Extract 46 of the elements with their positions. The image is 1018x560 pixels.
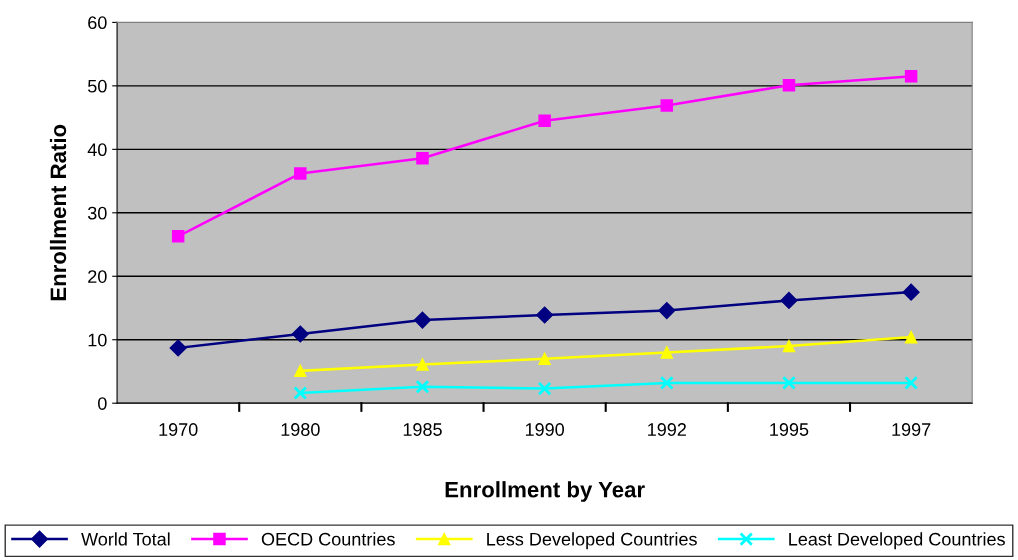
point — [538, 352, 551, 366]
point — [291, 325, 309, 343]
point — [294, 167, 307, 180]
y-tick-label: 50 — [87, 79, 107, 93]
point — [904, 330, 918, 344]
point — [416, 358, 429, 371]
x-tick-label: 1995 — [770, 423, 809, 436]
y-axis-title: Enrollment Ratio — [49, 124, 67, 301]
point — [169, 339, 187, 357]
point — [293, 386, 308, 400]
legend-label: Less Developed Countries — [487, 532, 697, 550]
point — [660, 99, 674, 112]
point — [413, 311, 432, 329]
x-tick-label: 1992 — [648, 423, 686, 436]
point — [658, 301, 676, 320]
point — [904, 70, 918, 83]
point — [782, 375, 796, 390]
point — [780, 291, 798, 309]
point — [782, 78, 796, 92]
x-tick-label: 1980 — [281, 423, 320, 436]
point — [415, 379, 430, 394]
y-tick-label: 20 — [88, 270, 107, 283]
point — [416, 151, 429, 165]
point — [904, 375, 919, 390]
y-tick-label: 30 — [87, 206, 107, 220]
point — [171, 230, 185, 243]
y-tick-label: 10 — [88, 333, 107, 347]
y-tick-label: 60 — [88, 16, 107, 30]
x-tick-label: 1970 — [159, 423, 198, 436]
point — [659, 375, 674, 390]
point — [902, 283, 920, 301]
point — [294, 364, 307, 378]
x-tick-label: 1990 — [525, 423, 565, 436]
legend-label: World Total — [81, 532, 170, 546]
x-axis-title: Enrollment by Year — [445, 481, 645, 502]
point — [782, 339, 796, 353]
point — [538, 114, 551, 128]
point — [660, 346, 674, 359]
x-tick-label: 1997 — [892, 423, 931, 436]
point — [536, 306, 554, 324]
legend-label: OECD Countries — [261, 532, 395, 546]
x-tick-label: 1985 — [403, 423, 442, 436]
y-tick-label: 40 — [87, 143, 107, 157]
legend-label: Least Developed Countries — [789, 532, 1005, 550]
point — [537, 381, 552, 396]
y-tick-label: 0 — [98, 397, 107, 410]
